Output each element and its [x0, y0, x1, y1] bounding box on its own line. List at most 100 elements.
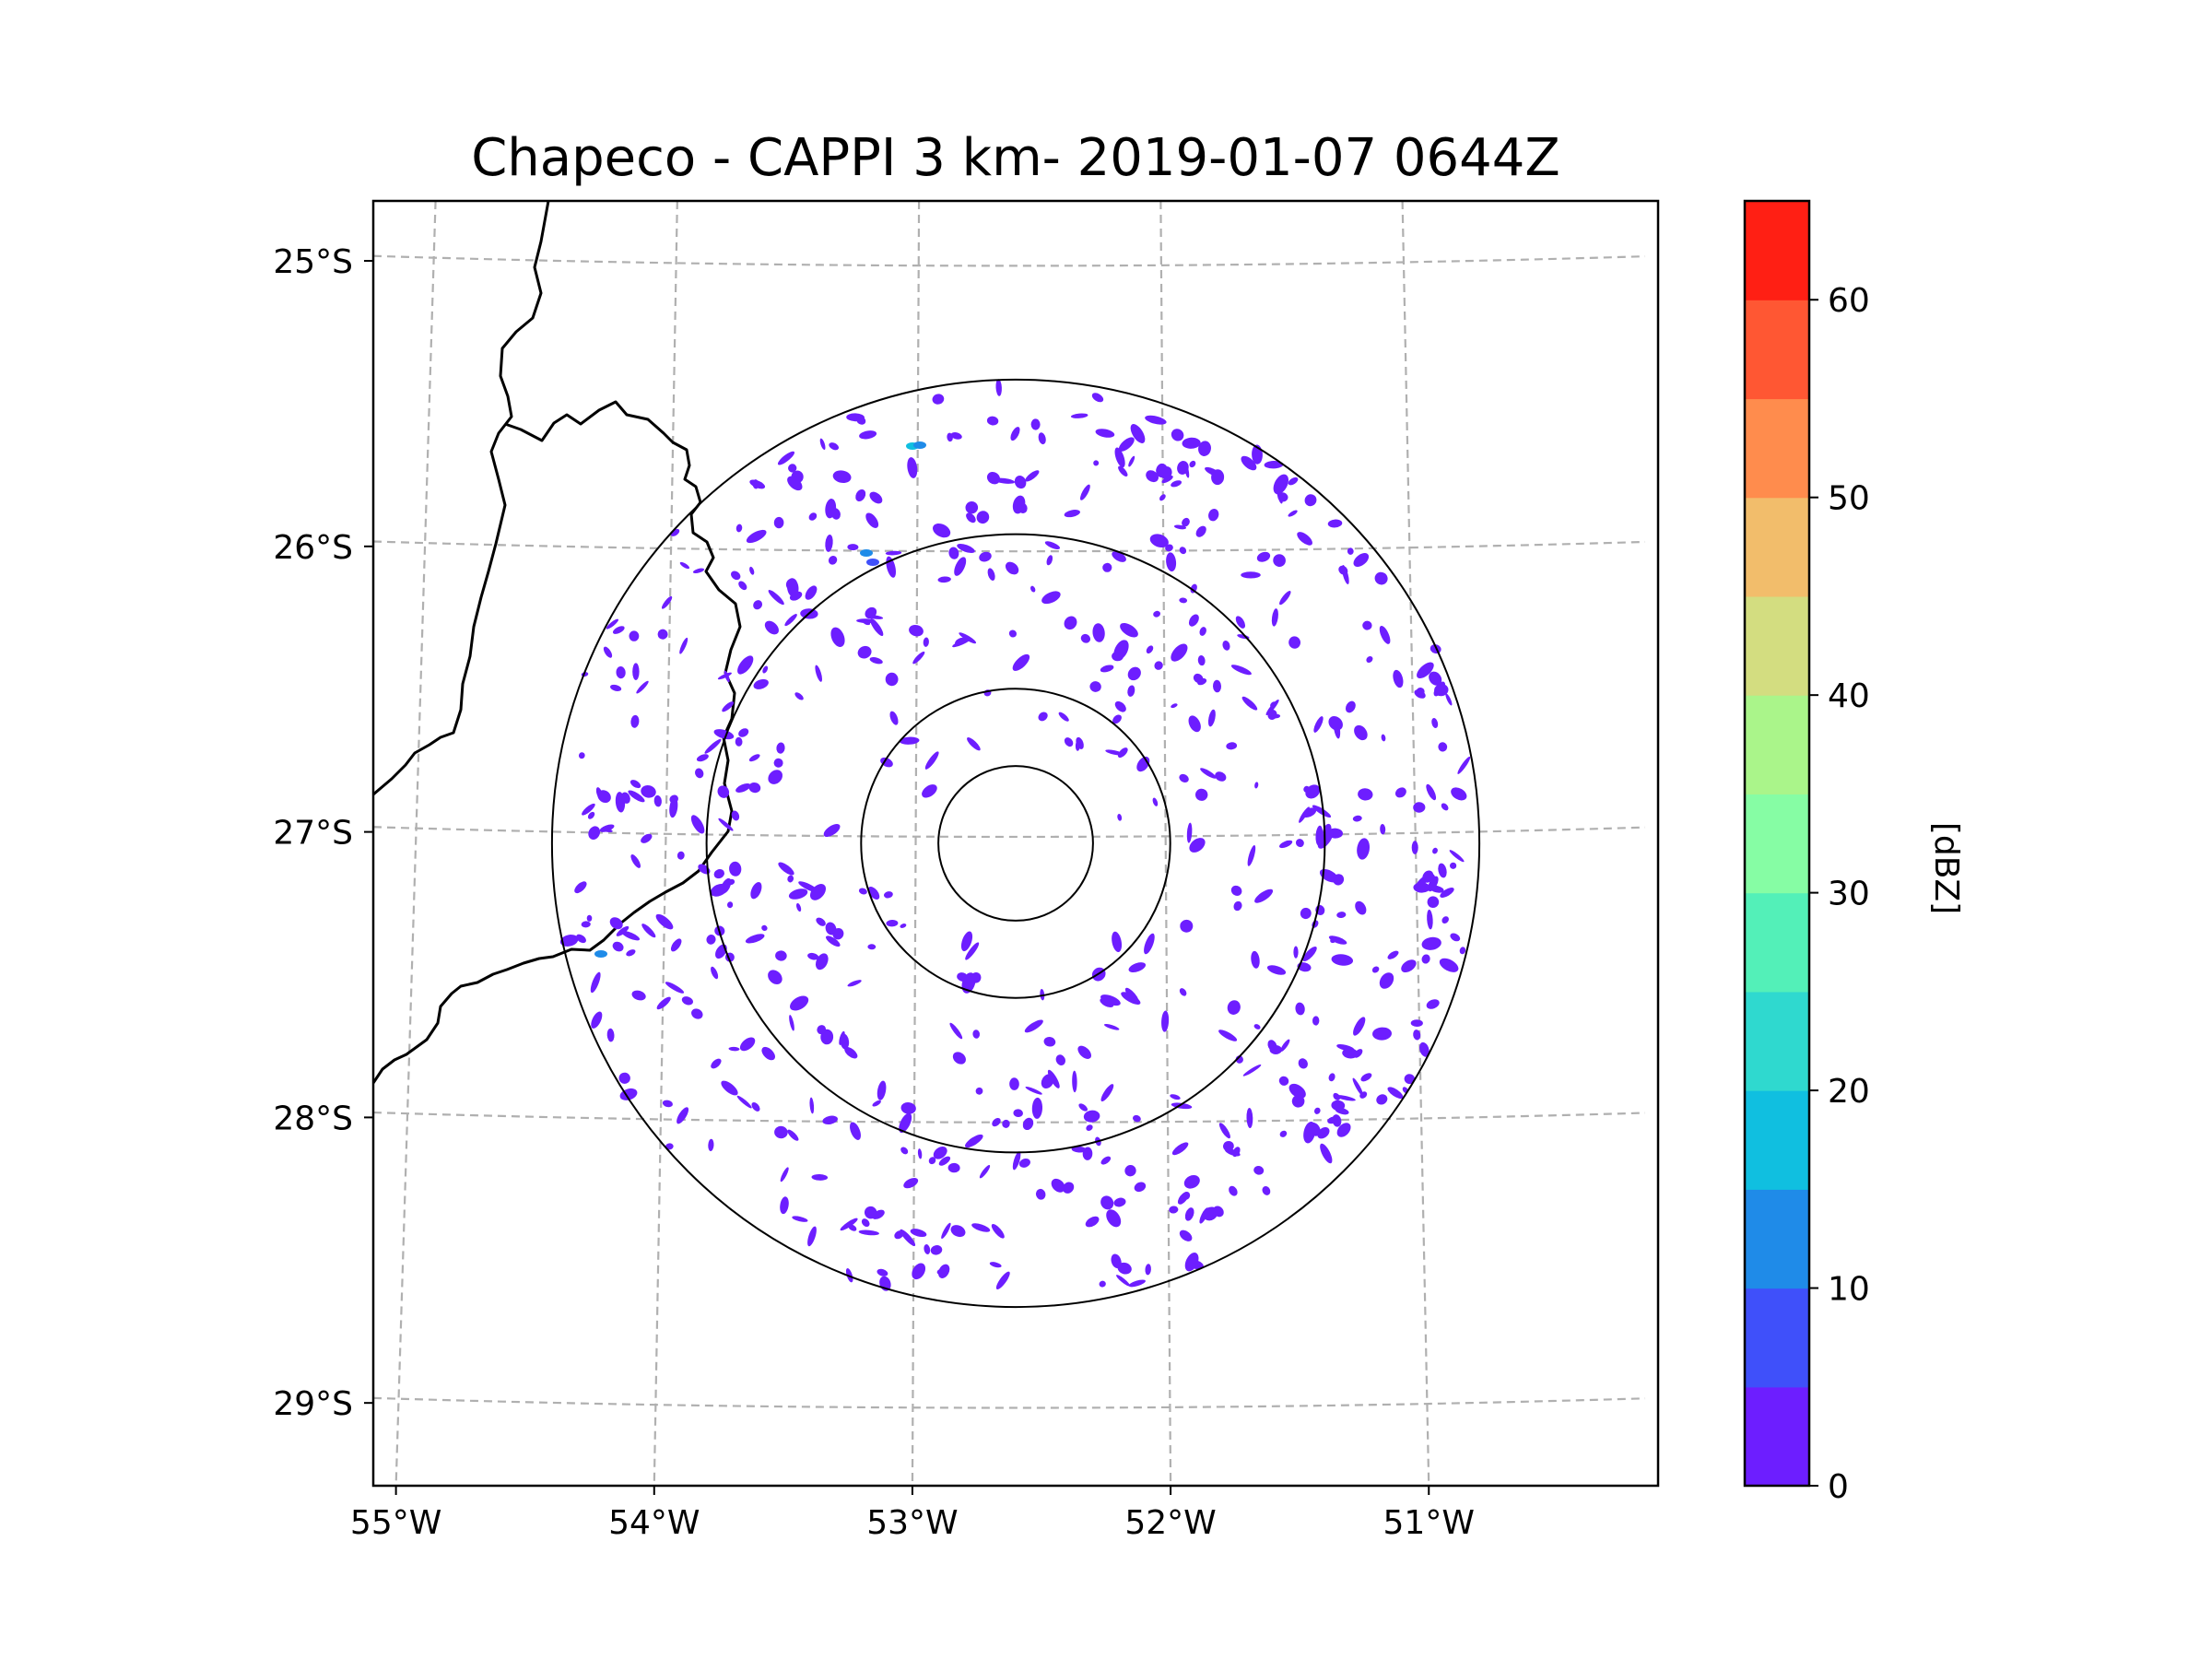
- echo-cell: [976, 511, 990, 524]
- echo-cell: [938, 1264, 950, 1278]
- x-tick-label: 51°W: [1383, 1504, 1475, 1542]
- echo-cell: [1188, 614, 1199, 627]
- echo-cell: [856, 416, 866, 425]
- echo-cell: [738, 581, 747, 591]
- echo-cell: [933, 1146, 947, 1159]
- echo-cell: [1193, 673, 1204, 684]
- echo-cell: [773, 516, 784, 529]
- echo-cell: [1394, 787, 1406, 798]
- echo-cell: [1058, 712, 1069, 722]
- echo-cell: [1092, 623, 1105, 642]
- echo-cell: [1064, 616, 1077, 630]
- echo-cell: [612, 626, 625, 634]
- colorbar-bin: [1745, 1090, 1809, 1190]
- colorbar-tick-label: 50: [1828, 480, 1870, 518]
- echo-cell: [1064, 510, 1080, 518]
- echo-cell: [610, 684, 622, 691]
- echo-cell: [792, 1216, 808, 1222]
- echo-cell: [1183, 462, 1190, 478]
- echo-cell: [1112, 551, 1126, 562]
- echo-cell: [588, 826, 601, 840]
- colorbar-bin: [1745, 695, 1809, 794]
- echo-cell: [1146, 470, 1159, 483]
- echo-cell: [1336, 912, 1347, 919]
- echo-cell: [965, 500, 979, 514]
- range-ring: [860, 688, 1171, 999]
- echo-cell: [720, 877, 732, 894]
- echo-cell: [967, 737, 981, 751]
- echo-cell: [816, 917, 826, 926]
- meridian-gridline: [394, 201, 437, 1486]
- echo-cell: [603, 646, 613, 658]
- echo-cell: [877, 1080, 887, 1100]
- echo-cell: [1421, 936, 1441, 950]
- echo-cell: [794, 692, 804, 700]
- echo-cell: [677, 851, 685, 860]
- range-rings: [550, 378, 1481, 1309]
- echo-cell: [582, 803, 595, 816]
- echo-cell: [1082, 1147, 1093, 1160]
- meridian-gridline: [653, 201, 678, 1486]
- echo-cell: [777, 451, 795, 465]
- echo-cell: [629, 630, 640, 641]
- echo-cell: [632, 663, 640, 681]
- echo-cell: [923, 637, 929, 647]
- echo-cell: [795, 902, 802, 912]
- echo-cell: [1182, 1191, 1191, 1200]
- colorbar-tick-label: 20: [1828, 1073, 1870, 1111]
- echo-cell: [1317, 1126, 1330, 1139]
- echo-cell: [1195, 525, 1206, 537]
- echo-cell: [1439, 958, 1459, 972]
- echo-cell: [1208, 509, 1219, 522]
- echo-cell: [1235, 616, 1246, 629]
- echo-cell: [724, 670, 730, 683]
- echo-cell: [1278, 840, 1293, 849]
- echo-cell: [1276, 482, 1283, 504]
- colorbar-bin: [1745, 595, 1809, 696]
- echo-cell: [1134, 1182, 1147, 1193]
- echo-cell: [858, 888, 867, 895]
- echo-cell: [626, 949, 636, 957]
- echo-cell: [1183, 1175, 1200, 1189]
- echo-cell: [1379, 625, 1391, 644]
- echo-cell: [1379, 972, 1394, 989]
- echo-cell: [1345, 700, 1356, 713]
- x-tick-label: 55°W: [350, 1504, 441, 1542]
- echo-cell: [1010, 427, 1020, 441]
- echo-cell: [1179, 773, 1189, 782]
- echo-cell: [883, 891, 893, 899]
- echo-cell: [1246, 1108, 1253, 1128]
- echo-cell: [959, 632, 977, 644]
- echo-cell: [706, 935, 716, 945]
- colorbar-tick-label: 40: [1828, 677, 1870, 715]
- echo-cell: [735, 524, 743, 533]
- echo-cell: [574, 881, 587, 894]
- echo-cell: [1362, 620, 1372, 630]
- echo-cell: [1008, 629, 1017, 638]
- echo-cell: [1359, 1091, 1368, 1099]
- echo-cell: [630, 853, 641, 868]
- echo-cell: [1376, 1094, 1388, 1105]
- echo-cell: [1387, 950, 1399, 959]
- echo-cell: [1182, 437, 1201, 449]
- echo-cell: [1288, 510, 1298, 517]
- echo-cell: [690, 815, 705, 834]
- meridian-gridline: [911, 201, 921, 1486]
- echo-cell: [1038, 432, 1046, 445]
- echo-cell: [636, 680, 649, 694]
- echo-cell: [1041, 591, 1061, 605]
- echo-cell: [1273, 554, 1286, 567]
- echo-cell: [937, 576, 951, 583]
- echo-cell: [1041, 1074, 1054, 1088]
- echo-cell: [872, 1100, 881, 1107]
- echo-cell: [957, 972, 969, 982]
- echo-cell: [606, 618, 619, 629]
- echo-cell: [1253, 1165, 1265, 1175]
- echo-cell: [917, 1148, 923, 1159]
- echo-cell: [641, 833, 653, 843]
- echo-cell: [1331, 954, 1354, 966]
- echo-cell: [1413, 1030, 1421, 1041]
- echo-cell: [599, 824, 615, 832]
- echo-cell: [653, 794, 662, 807]
- echo-cell: [856, 618, 877, 624]
